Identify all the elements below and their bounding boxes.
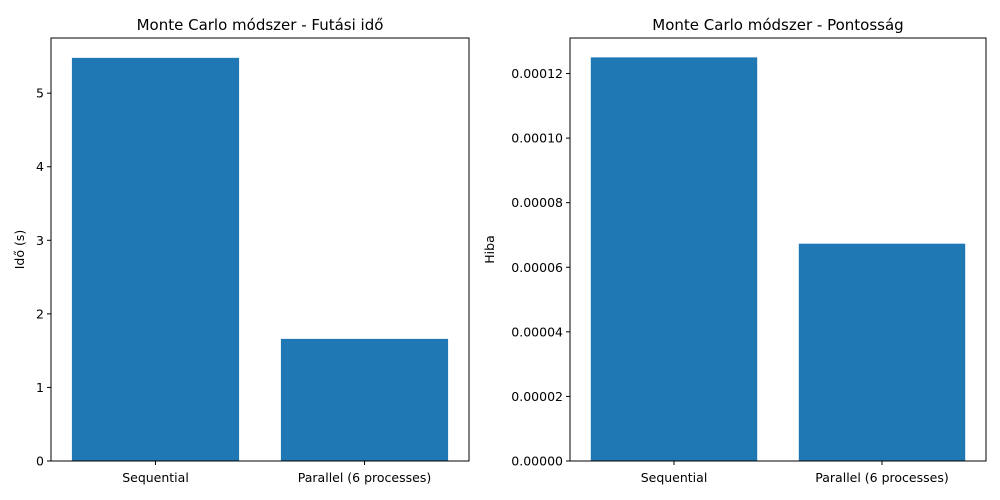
x-tick-label: Sequential <box>122 470 189 485</box>
x-tick-label: Parallel (6 processes) <box>815 470 948 485</box>
bar-sequential <box>71 57 240 461</box>
bar-parallel-6-processes- <box>280 338 449 461</box>
y-tick-label: 0.00000 <box>511 454 563 469</box>
y-tick-label: 0.00012 <box>511 66 563 81</box>
y-tick-label: 0.00008 <box>511 195 563 210</box>
y-axis-label: Idő (s) <box>12 230 27 270</box>
y-tick-label: 0.00006 <box>511 260 563 275</box>
x-tick-label: Sequential <box>641 470 708 485</box>
y-tick-label: 0.00010 <box>511 131 563 146</box>
y-tick-label: 1 <box>36 380 44 395</box>
plot-frame <box>569 37 987 462</box>
bar-sequential <box>590 57 758 461</box>
chart-runtime: Monte Carlo módszer - Futási idő 0 1 2 3 4 5 Se… <box>12 16 470 485</box>
y-tick-label: 0 <box>36 454 44 469</box>
chart-accuracy: Monte Carlo módszer - Pontosság 0.00000 0.… <box>482 16 987 485</box>
y-tick-label: 3 <box>36 233 44 248</box>
y-tick-label: 5 <box>36 86 44 101</box>
y-tick-label: 0.00002 <box>511 389 563 404</box>
chart-title: Monte Carlo módszer - Pontosság <box>652 16 903 34</box>
chart-title: Monte Carlo módszer - Futási idő <box>137 16 384 34</box>
bar-parallel-6-processes- <box>798 243 966 461</box>
y-tick-label: 0.00004 <box>511 324 563 339</box>
y-tick-label: 4 <box>36 159 44 174</box>
plot-frame <box>50 37 470 462</box>
y-tick-label: 2 <box>36 306 44 321</box>
x-tick-label: Parallel (6 processes) <box>298 470 431 485</box>
y-axis-label: Hiba <box>482 235 497 263</box>
